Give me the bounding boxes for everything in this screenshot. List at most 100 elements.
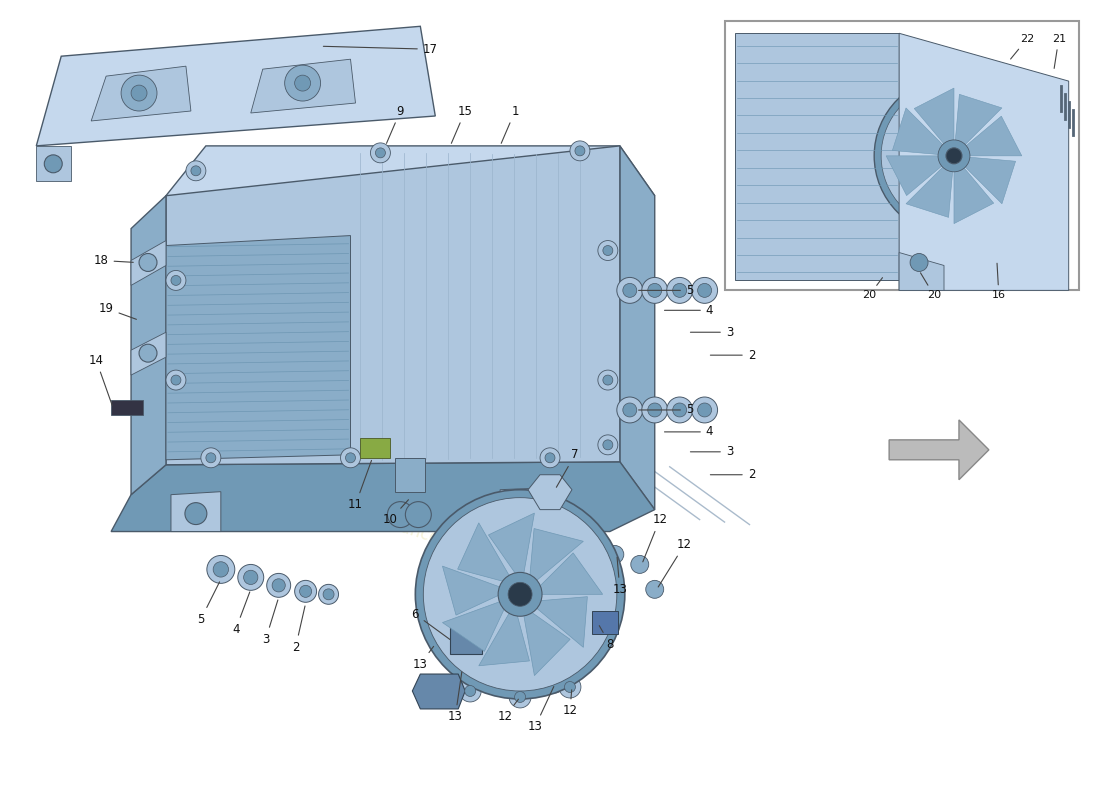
Circle shape (345, 453, 355, 462)
Text: 19: 19 (99, 302, 136, 319)
Circle shape (874, 76, 1034, 235)
Text: 4: 4 (664, 304, 713, 317)
Text: 13: 13 (528, 686, 553, 734)
Circle shape (648, 283, 662, 298)
Circle shape (630, 555, 649, 574)
Circle shape (206, 453, 216, 462)
Polygon shape (131, 332, 166, 375)
Polygon shape (914, 88, 954, 146)
Circle shape (371, 143, 390, 163)
Circle shape (575, 146, 585, 156)
Circle shape (191, 166, 201, 176)
Circle shape (213, 562, 229, 577)
Text: euroParts: euroParts (151, 355, 550, 545)
Circle shape (406, 502, 431, 527)
Polygon shape (887, 156, 944, 195)
Text: a passion for performance since 1985: a passion for performance since 1985 (228, 462, 532, 577)
Circle shape (540, 448, 560, 468)
Circle shape (910, 254, 928, 271)
Circle shape (424, 498, 617, 691)
Circle shape (617, 278, 642, 303)
Text: 2: 2 (711, 468, 756, 482)
Circle shape (375, 148, 385, 158)
Polygon shape (166, 146, 654, 196)
Circle shape (295, 580, 317, 602)
Polygon shape (450, 627, 482, 654)
Text: 13: 13 (448, 672, 463, 723)
Polygon shape (36, 26, 436, 146)
Text: 12: 12 (658, 538, 692, 587)
Circle shape (946, 148, 962, 164)
Polygon shape (592, 611, 618, 634)
Polygon shape (500, 488, 550, 527)
Text: 18: 18 (94, 254, 133, 267)
Circle shape (166, 370, 186, 390)
Circle shape (131, 85, 147, 101)
Circle shape (295, 75, 310, 91)
Circle shape (648, 403, 662, 417)
Text: 8: 8 (600, 626, 614, 650)
Text: 15: 15 (451, 105, 473, 143)
Polygon shape (36, 146, 72, 181)
Text: 13: 13 (613, 558, 627, 596)
Circle shape (692, 278, 717, 303)
Circle shape (603, 440, 613, 450)
Circle shape (464, 686, 475, 697)
Circle shape (623, 283, 637, 298)
Text: 5: 5 (639, 403, 693, 417)
Circle shape (598, 241, 618, 261)
Circle shape (486, 675, 504, 693)
Circle shape (238, 565, 264, 590)
Circle shape (266, 574, 290, 598)
Polygon shape (251, 59, 355, 113)
Circle shape (451, 660, 470, 678)
Text: 14: 14 (89, 354, 112, 406)
Circle shape (272, 578, 285, 592)
Circle shape (603, 246, 613, 255)
Polygon shape (619, 146, 654, 510)
Text: 2: 2 (711, 349, 756, 362)
Text: 2: 2 (292, 606, 305, 654)
Polygon shape (111, 400, 143, 415)
Polygon shape (899, 34, 1069, 290)
Text: 12: 12 (562, 690, 578, 718)
Text: 13: 13 (412, 646, 433, 670)
Polygon shape (131, 196, 166, 494)
Text: 3: 3 (262, 600, 278, 646)
Circle shape (498, 572, 542, 616)
Circle shape (166, 270, 186, 290)
Circle shape (139, 254, 157, 271)
Polygon shape (412, 674, 465, 709)
Polygon shape (91, 66, 191, 121)
Text: 7: 7 (557, 448, 579, 487)
Text: 10: 10 (383, 500, 408, 526)
Polygon shape (361, 438, 390, 458)
Circle shape (508, 582, 532, 606)
Polygon shape (522, 606, 570, 675)
Text: 3: 3 (691, 446, 734, 458)
Polygon shape (528, 474, 572, 510)
Circle shape (416, 490, 625, 699)
Circle shape (459, 680, 481, 702)
Circle shape (170, 275, 180, 286)
Polygon shape (735, 34, 899, 281)
Polygon shape (166, 235, 351, 460)
Text: 20: 20 (862, 278, 882, 300)
Polygon shape (478, 605, 529, 666)
Polygon shape (529, 597, 587, 647)
Circle shape (514, 498, 536, 521)
Circle shape (319, 584, 339, 604)
Polygon shape (111, 462, 654, 531)
Circle shape (641, 397, 668, 423)
Circle shape (598, 435, 618, 455)
Polygon shape (395, 458, 426, 492)
Circle shape (170, 375, 180, 385)
Circle shape (387, 502, 414, 527)
Polygon shape (400, 146, 436, 181)
Polygon shape (954, 166, 993, 224)
Circle shape (603, 375, 613, 385)
Circle shape (559, 676, 581, 698)
Text: 3: 3 (691, 326, 734, 338)
Circle shape (546, 675, 564, 693)
Polygon shape (442, 566, 509, 615)
